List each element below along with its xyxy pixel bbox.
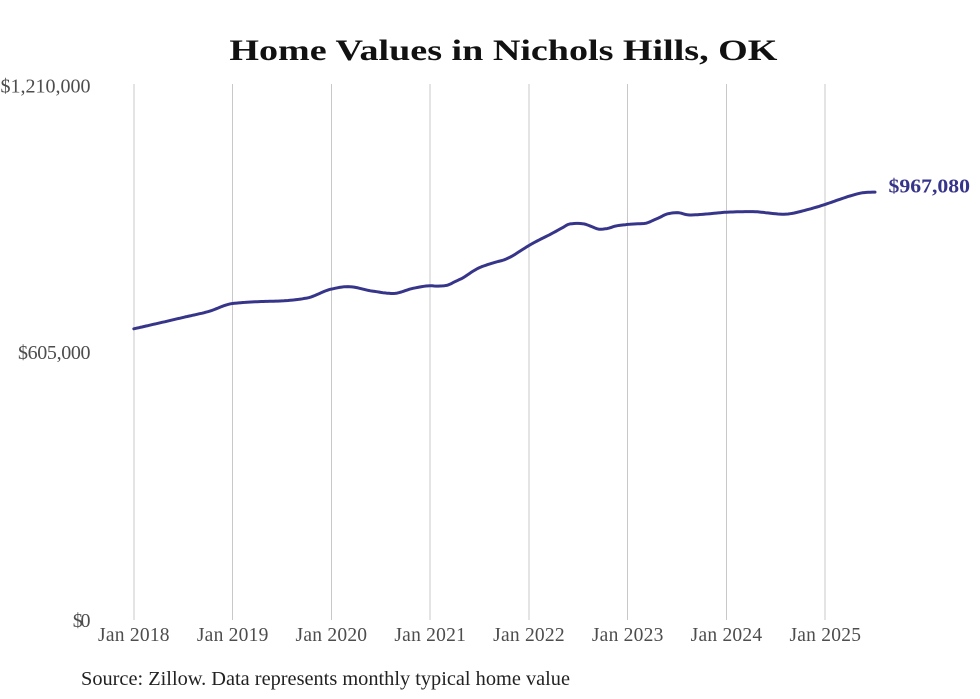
- svg-text:Source: Zillow. Data represent: Source: Zillow. Data represents monthly …: [81, 669, 570, 690]
- svg-text:Jan 2018: Jan 2018: [98, 625, 170, 646]
- svg-text:Jan 2022: Jan 2022: [493, 625, 565, 646]
- svg-text:Home Values in Nichols Hills,: Home Values in Nichols Hills, OK: [229, 34, 778, 67]
- svg-text:$0: $0: [73, 610, 91, 632]
- svg-text:$605,000: $605,000: [18, 342, 91, 364]
- svg-text:Jan 2020: Jan 2020: [296, 625, 368, 646]
- svg-text:Jan 2023: Jan 2023: [592, 625, 664, 646]
- svg-text:Jan 2024: Jan 2024: [691, 625, 763, 646]
- svg-text:Jan 2019: Jan 2019: [197, 625, 269, 646]
- svg-text:$1,210,000: $1,210,000: [1, 76, 91, 98]
- svg-text:Jan 2025: Jan 2025: [789, 625, 861, 646]
- svg-text:Jan 2021: Jan 2021: [394, 625, 466, 646]
- svg-text:$967,080: $967,080: [889, 177, 971, 198]
